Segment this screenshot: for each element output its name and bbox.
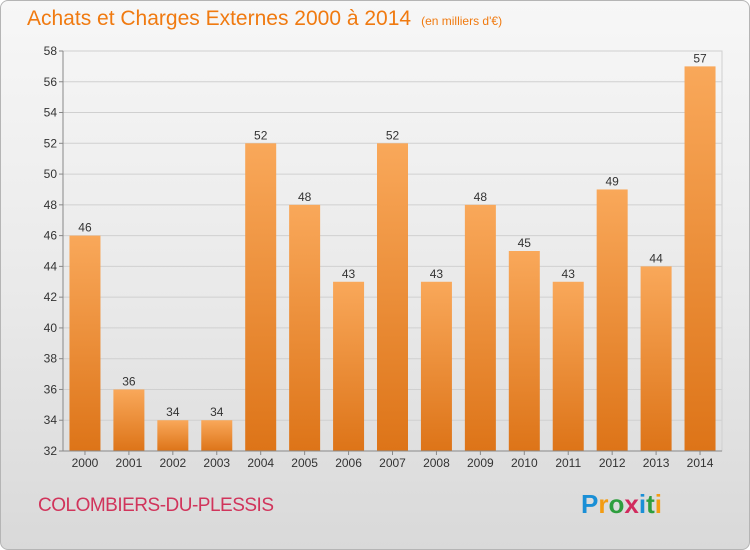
- x-tick-label: 2006: [335, 456, 362, 470]
- chart-title: Achats et Charges Externes 2000 à 2014 (e…: [27, 7, 502, 31]
- y-tick-label: 50: [44, 167, 58, 181]
- bar-2001: [113, 389, 145, 451]
- bar-2009: [464, 204, 496, 451]
- x-tick-label: 2008: [423, 456, 450, 470]
- bar-2008: [420, 281, 452, 451]
- bar-layer: [69, 66, 716, 452]
- x-tick-label: 2005: [291, 456, 318, 470]
- y-tick-label: 40: [44, 321, 58, 335]
- data-label: 48: [298, 190, 312, 204]
- x-tick-label: 2012: [599, 456, 626, 470]
- bar-2006: [333, 281, 365, 451]
- data-label: 48: [474, 190, 488, 204]
- logo-letter: x: [624, 489, 639, 519]
- data-label: 34: [166, 405, 180, 419]
- data-label: 44: [649, 251, 663, 265]
- y-tick-label: 42: [44, 290, 58, 304]
- x-tick-label: 2007: [379, 456, 406, 470]
- data-label: 52: [254, 128, 268, 142]
- data-label: 57: [693, 51, 707, 65]
- bar-2012: [596, 189, 628, 451]
- logo-letter: i: [638, 489, 647, 519]
- x-tick-label: 2010: [511, 456, 538, 470]
- data-label: 36: [122, 374, 136, 388]
- x-tick-label: 2013: [643, 456, 670, 470]
- x-tick-label: 2009: [467, 456, 494, 470]
- logo-letter: P: [581, 489, 599, 519]
- y-tick-label: 56: [44, 75, 58, 89]
- bar-2000: [69, 235, 101, 451]
- bar-2002: [157, 420, 189, 451]
- data-label: 43: [342, 267, 356, 281]
- y-tick-label: 52: [44, 136, 58, 150]
- chart-title-text: Achats et Charges Externes 2000 à 2014: [27, 7, 412, 30]
- bar-2013: [640, 266, 672, 451]
- data-label: 34: [210, 405, 224, 419]
- y-tick-label: 38: [44, 352, 58, 366]
- x-tick-label: 2014: [687, 456, 714, 470]
- bar-2004: [245, 143, 277, 452]
- bar-2011: [552, 281, 584, 451]
- x-tick-label: 2000: [72, 456, 99, 470]
- x-tick-label: 2001: [116, 456, 143, 470]
- data-label: 43: [562, 267, 576, 281]
- bar-2014: [684, 66, 716, 451]
- y-tick-label: 44: [44, 259, 58, 273]
- logo-letter: i: [654, 489, 662, 519]
- proxiti-logo: Proxiti: [581, 489, 662, 520]
- logo-letter: t: [646, 489, 655, 519]
- label-layer: 46 36 34 34 52 48 43 52 43 48 45 43 49 44 57: [78, 51, 707, 419]
- data-label: 43: [430, 267, 444, 281]
- logo-letter: o: [608, 489, 625, 519]
- bar-2010: [508, 251, 540, 451]
- data-label: 45: [518, 236, 532, 250]
- y-tick-label: 58: [44, 44, 58, 58]
- x-tick-label: 2002: [159, 456, 186, 470]
- y-tick-label: 32: [44, 444, 58, 458]
- y-tick-label: 36: [44, 382, 58, 396]
- data-label: 52: [386, 128, 400, 142]
- y-tick-label: 34: [44, 413, 58, 427]
- bar-2007: [377, 143, 408, 452]
- y-tick-label: 54: [44, 106, 58, 120]
- chart-unit: (en milliers d'€): [421, 14, 503, 28]
- y-tick-label: 46: [44, 229, 58, 243]
- data-label: 46: [78, 221, 92, 235]
- logo-letter: r: [598, 489, 609, 519]
- x-tick-label: 2011: [555, 456, 581, 470]
- data-label: 49: [605, 174, 619, 188]
- bar-2003: [201, 420, 233, 451]
- axis-layer: 32 34 36 38 40 42 44 46 48 50 52 54 56 58 2000 2001 2002…: [44, 44, 722, 470]
- y-tick-label: 48: [44, 198, 58, 212]
- x-tick-label: 2003: [203, 456, 230, 470]
- bar-2005: [289, 204, 321, 451]
- x-tick-label: 2004: [247, 456, 274, 470]
- city-name: COLOMBIERS-DU-PLESSIS: [38, 495, 274, 516]
